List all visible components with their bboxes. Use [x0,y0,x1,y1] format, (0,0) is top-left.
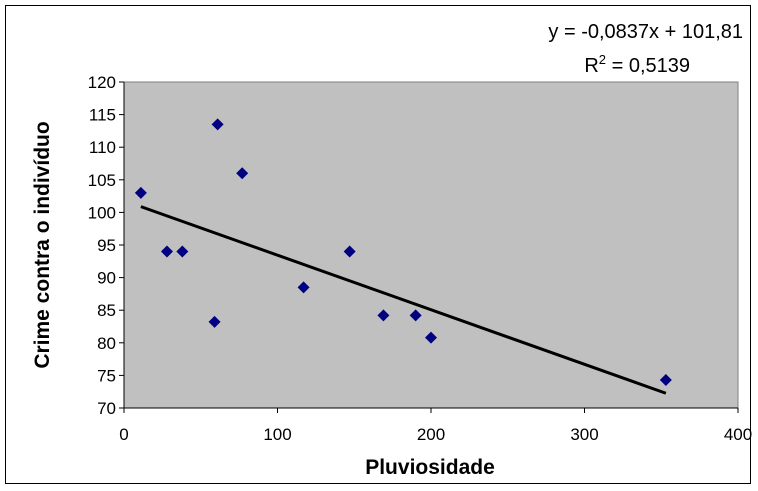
y-tick-label: 110 [89,138,116,157]
x-tick-label: 0 [119,425,128,444]
y-tick-label: 70 [97,399,116,418]
x-tick-label: 400 [724,425,752,444]
r-squared-symbol: R [584,55,598,77]
x-tick-label: 100 [263,425,291,444]
data-point [659,373,672,386]
x-axis: 0 100 200 300 400 [119,407,752,444]
y-tick-label: 115 [89,106,116,125]
data-point [409,309,422,322]
y-tick-label: 75 [97,366,116,385]
y-tick-label: 105 [88,171,116,190]
data-point [176,245,189,258]
y-tick-label: 90 [97,269,116,288]
y-tick-label: 100 [88,203,116,222]
data-point [160,245,173,258]
plot-area [123,81,739,409]
data-point [425,331,437,344]
data-point [297,281,310,294]
data-point [377,309,390,322]
y-tick-label: 120 [88,73,116,92]
y-tick-label: 85 [97,301,116,320]
y-axis-title: Crime contra o indivíduo [31,121,54,368]
data-point [236,167,249,180]
y-tick-label: 95 [97,236,116,255]
y-axis: 70 75 80 85 90 95 100 105 110 115 120 [88,73,125,418]
trendline [140,205,667,395]
x-tick-label: 200 [417,425,445,444]
data-points [134,118,672,386]
data-point [211,118,224,131]
r-squared-superscript: 2 [599,52,606,67]
x-axis-title: Pluviosidade [365,456,495,479]
r-squared-label: R2 = 0,5139 [584,52,690,77]
r-squared-value: = 0,5139 [606,55,690,77]
data-point [208,315,221,328]
y-tick-label: 80 [97,334,116,353]
trendline-equation: y = -0,0837x + 101,81 [548,21,743,43]
data-point [134,186,147,199]
data-point [343,245,356,258]
x-tick-label: 300 [570,425,598,444]
